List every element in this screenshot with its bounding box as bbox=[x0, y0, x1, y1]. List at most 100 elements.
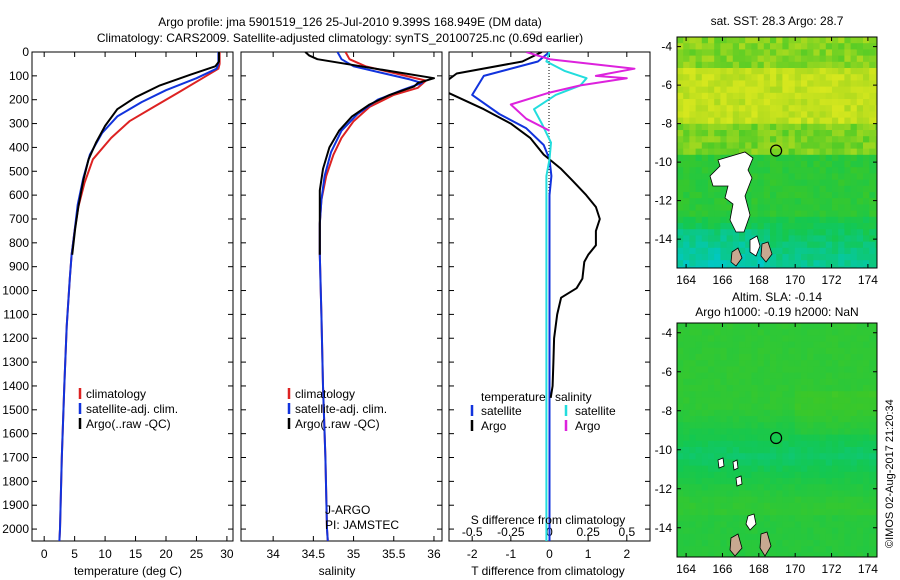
map-cell bbox=[838, 422, 845, 429]
map-cell bbox=[782, 235, 789, 242]
map-cell bbox=[819, 335, 827, 342]
map-cell bbox=[801, 490, 808, 497]
map-cell bbox=[763, 123, 771, 131]
map-cell bbox=[708, 533, 715, 541]
map-cell bbox=[714, 37, 721, 44]
map-cell bbox=[720, 192, 727, 199]
map-cell bbox=[714, 210, 721, 218]
map-cell bbox=[683, 366, 690, 373]
map-cell bbox=[801, 161, 808, 168]
map-cell bbox=[701, 136, 709, 143]
map-cell bbox=[695, 385, 703, 392]
map-cell bbox=[695, 80, 703, 87]
map-cell bbox=[701, 37, 709, 44]
map-cell bbox=[813, 229, 820, 236]
map-cell bbox=[732, 74, 740, 81]
map-cell bbox=[677, 397, 684, 404]
map-cell bbox=[708, 61, 715, 69]
map-cell bbox=[776, 509, 783, 516]
map-cell bbox=[801, 68, 808, 75]
map-cell bbox=[677, 533, 684, 541]
map-cell bbox=[763, 527, 771, 535]
map-cell bbox=[850, 86, 858, 94]
map-cell bbox=[689, 99, 696, 106]
map-cell bbox=[788, 260, 796, 267]
map-cell bbox=[776, 148, 783, 156]
map-cell bbox=[856, 216, 864, 224]
map-cell bbox=[739, 378, 746, 386]
map-cell bbox=[720, 80, 727, 87]
map-cell bbox=[739, 136, 746, 143]
map-cell bbox=[838, 447, 845, 454]
map-cell bbox=[825, 515, 833, 522]
map-cell bbox=[850, 74, 858, 81]
map-cell bbox=[770, 416, 777, 423]
map-cell bbox=[732, 447, 740, 454]
map-cell bbox=[819, 434, 827, 442]
map-cell bbox=[844, 148, 851, 156]
map-cell bbox=[695, 241, 703, 249]
map-cell bbox=[708, 86, 715, 94]
map-cell bbox=[819, 527, 827, 535]
map-cell bbox=[794, 49, 802, 56]
map-cell bbox=[701, 478, 709, 485]
map-cell bbox=[850, 422, 858, 429]
map-cell bbox=[714, 490, 721, 497]
map-cell bbox=[757, 323, 765, 330]
map-cell bbox=[794, 447, 802, 454]
map-cell bbox=[788, 422, 796, 429]
map-cell bbox=[720, 266, 727, 268]
map-cell bbox=[714, 192, 721, 199]
map-cell bbox=[677, 148, 684, 156]
map-cell bbox=[869, 478, 876, 485]
map-cell bbox=[801, 465, 808, 473]
map-cell bbox=[813, 241, 820, 249]
series-line-t-satellite bbox=[471, 52, 553, 541]
map-cell bbox=[801, 247, 808, 255]
map-cell bbox=[875, 216, 877, 224]
map-cell bbox=[788, 142, 796, 149]
map-cell bbox=[807, 204, 814, 211]
x-tick-label: 5 bbox=[71, 547, 78, 561]
map-cell bbox=[751, 378, 758, 386]
map-cell bbox=[745, 117, 752, 125]
y-tick-label: -10 bbox=[655, 155, 673, 169]
map-cell bbox=[788, 130, 796, 137]
map-cell bbox=[782, 117, 789, 125]
map-cell bbox=[863, 99, 870, 106]
map-cell bbox=[813, 148, 820, 156]
map-cell bbox=[856, 241, 864, 249]
map-cell bbox=[863, 540, 870, 547]
map-cell bbox=[695, 509, 703, 516]
map-cell bbox=[875, 80, 877, 87]
map-cell bbox=[813, 515, 820, 522]
x-tick-label: 164 bbox=[676, 273, 696, 287]
map-cell bbox=[701, 502, 709, 510]
map-cell bbox=[695, 354, 703, 361]
map-cell bbox=[844, 161, 851, 168]
map-cell bbox=[708, 223, 715, 230]
map-cell bbox=[850, 329, 858, 336]
island-outline bbox=[732, 459, 739, 471]
map-cell bbox=[726, 347, 734, 355]
island-outline bbox=[760, 241, 773, 263]
map-cell bbox=[819, 204, 827, 211]
map-cell bbox=[869, 142, 876, 149]
map-cell bbox=[819, 74, 827, 81]
map-cell bbox=[770, 540, 777, 547]
map-cell bbox=[801, 99, 808, 106]
map-cell bbox=[856, 61, 864, 69]
map-cell bbox=[726, 434, 734, 442]
map-cell bbox=[732, 416, 740, 423]
map-cell bbox=[689, 515, 696, 522]
map-cell bbox=[869, 447, 876, 454]
map-cell bbox=[732, 329, 740, 336]
map-cell bbox=[776, 527, 783, 535]
map-cell bbox=[819, 440, 827, 448]
map-cell bbox=[695, 254, 703, 261]
map-cell bbox=[813, 61, 820, 69]
map-cell bbox=[770, 521, 777, 528]
map-cell bbox=[689, 241, 696, 249]
map-cell bbox=[726, 136, 734, 143]
map-cell bbox=[794, 241, 802, 249]
